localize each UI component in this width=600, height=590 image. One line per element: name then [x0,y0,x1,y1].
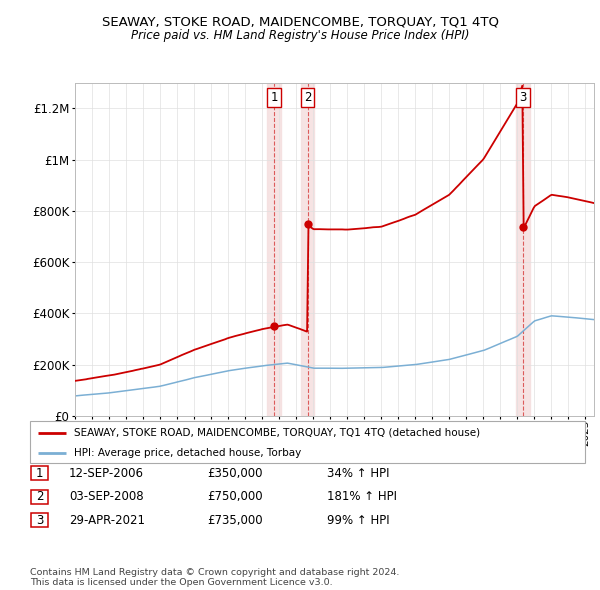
Text: 99% ↑ HPI: 99% ↑ HPI [327,514,389,527]
Text: £350,000: £350,000 [207,467,263,480]
Text: 3: 3 [520,91,527,104]
Text: 1: 1 [36,467,43,480]
Text: 181% ↑ HPI: 181% ↑ HPI [327,490,397,503]
Text: Price paid vs. HM Land Registry's House Price Index (HPI): Price paid vs. HM Land Registry's House … [131,30,469,42]
Text: HPI: Average price, detached house, Torbay: HPI: Average price, detached house, Torb… [74,448,302,458]
Text: £735,000: £735,000 [207,514,263,527]
Text: SEAWAY, STOKE ROAD, MAIDENCOMBE, TORQUAY, TQ1 4TQ: SEAWAY, STOKE ROAD, MAIDENCOMBE, TORQUAY… [101,15,499,28]
Text: 12-SEP-2006: 12-SEP-2006 [69,467,144,480]
Text: 2: 2 [304,91,311,104]
Text: 3: 3 [36,514,43,527]
Bar [516,83,530,416]
Text: Contains HM Land Registry data © Crown copyright and database right 2024.
This d: Contains HM Land Registry data © Crown c… [30,568,400,587]
Text: £750,000: £750,000 [207,490,263,503]
Bar [267,83,281,416]
Text: 1: 1 [271,91,278,104]
Text: 2: 2 [36,490,43,503]
Text: 29-APR-2021: 29-APR-2021 [69,514,145,527]
Text: 03-SEP-2008: 03-SEP-2008 [69,490,143,503]
Bar [301,83,314,416]
Text: 34% ↑ HPI: 34% ↑ HPI [327,467,389,480]
Text: SEAWAY, STOKE ROAD, MAIDENCOMBE, TORQUAY, TQ1 4TQ (detached house): SEAWAY, STOKE ROAD, MAIDENCOMBE, TORQUAY… [74,428,481,438]
